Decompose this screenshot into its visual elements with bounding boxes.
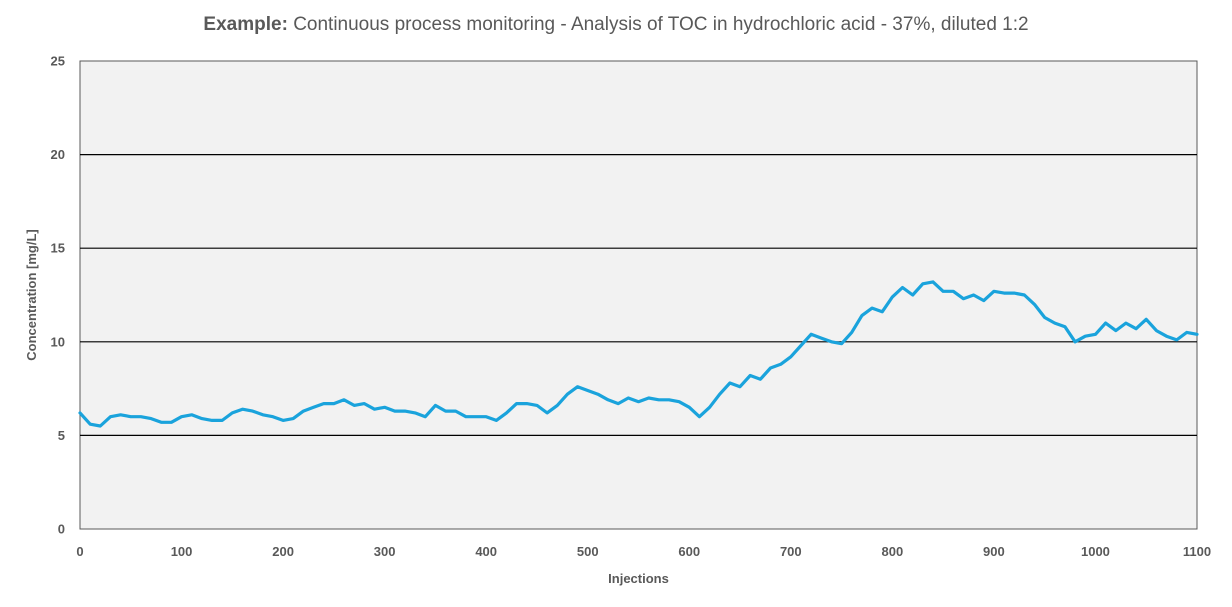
y-tick-label: 20 (51, 147, 65, 162)
chart-title: Example: Continuous process monitoring -… (0, 14, 1232, 36)
y-tick-label: 15 (51, 241, 65, 256)
x-tick-label: 900 (983, 544, 1005, 559)
y-axis-ticks: 0 5 10 15 20 25 (51, 54, 65, 537)
chart-title-text: Continuous process monitoring - Analysis… (293, 14, 1029, 35)
x-tick-label: 500 (577, 544, 599, 559)
x-axis-label: Injections (608, 571, 669, 586)
x-tick-label: 300 (374, 544, 396, 559)
plot-area (79, 60, 1198, 530)
x-tick-label: 800 (882, 544, 904, 559)
x-tick-label: 1000 (1081, 544, 1110, 559)
y-axis-label: Concentration [mg/L] (24, 229, 39, 360)
x-tick-label: 200 (272, 544, 294, 559)
y-tick-label: 0 (58, 522, 65, 537)
series-layer (78, 280, 1199, 428)
x-tick-label: 0 (76, 544, 83, 559)
chart-title-prefix: Example: (203, 14, 288, 35)
x-tick-label: 700 (780, 544, 802, 559)
y-tick-label: 5 (58, 428, 65, 443)
x-tick-label: 100 (171, 544, 193, 559)
gridlines (80, 154, 1197, 436)
y-tick-label: 25 (51, 54, 65, 69)
x-tick-label: 600 (678, 544, 700, 559)
series-line (78, 280, 1199, 428)
x-tick-label: 1100 (1183, 544, 1211, 559)
x-tick-label: 400 (475, 544, 497, 559)
y-tick-label: 10 (51, 334, 65, 349)
x-axis-ticks: 0 100 200 300 400 500 600 700 800 900 1000 1100 (76, 544, 1211, 559)
